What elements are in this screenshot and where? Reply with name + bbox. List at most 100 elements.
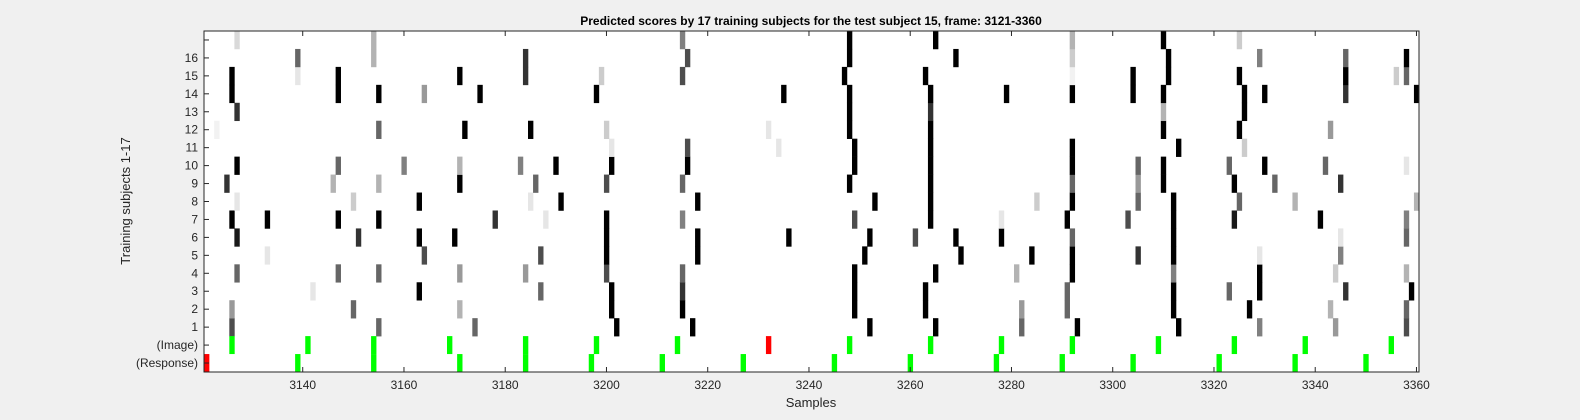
marker-green	[1155, 336, 1162, 355]
heatmap-cell	[1257, 282, 1263, 301]
marker-green	[998, 336, 1005, 355]
heatmap-cell	[603, 228, 610, 247]
heatmap-cell	[421, 84, 428, 104]
heatmap-cell	[371, 48, 377, 68]
heatmap-cell	[846, 174, 853, 193]
heatmap-cell	[234, 156, 240, 175]
heatmap-cell	[846, 48, 853, 68]
marker-green	[295, 354, 301, 372]
heatmap-cell	[229, 300, 235, 319]
heatmap-cell	[335, 66, 341, 86]
heatmap-cell	[335, 156, 341, 175]
chart-title: Predicted scores by 17 training subjects…	[580, 14, 1042, 28]
heatmap-cell	[528, 192, 534, 211]
heatmap-cell	[679, 282, 686, 301]
heatmap-cell	[1019, 300, 1025, 319]
marker-green	[1069, 336, 1076, 355]
heatmap-cell	[695, 228, 701, 247]
heatmap-cell	[846, 84, 853, 104]
heatmap-cell	[1332, 318, 1339, 337]
y-tick-label: 16	[185, 51, 199, 65]
heatmap-cell	[603, 174, 610, 193]
heatmap-cell	[603, 246, 610, 265]
heatmap-cell	[927, 156, 934, 175]
heatmap-cell	[598, 66, 605, 86]
heatmap-cell	[416, 228, 422, 247]
y-tick-label: 14	[185, 87, 199, 101]
marker-green	[1059, 354, 1065, 372]
heatmap-cell	[1231, 174, 1238, 193]
heatmap-cell	[695, 246, 701, 265]
marker-green	[447, 336, 453, 355]
heatmap-cell	[350, 192, 357, 211]
y-tick-label: 5	[191, 248, 198, 262]
heatmap-cell	[1403, 318, 1410, 337]
heatmap-cell	[776, 138, 782, 157]
heatmap-cell	[517, 156, 524, 175]
heatmap-cell	[457, 300, 463, 319]
heatmap-cell	[927, 138, 934, 157]
heatmap-cell	[229, 210, 235, 229]
marker-green	[659, 354, 665, 372]
marker-green	[907, 354, 914, 372]
heatmap-cell	[1327, 300, 1334, 319]
heatmap-cell	[852, 264, 858, 283]
heatmap-cell	[224, 174, 230, 193]
y-tick-label: 9	[191, 177, 198, 191]
heatmap-cell	[1069, 84, 1076, 104]
heatmap-cell	[492, 210, 498, 229]
heatmap-cell	[1130, 84, 1136, 104]
x-tick-label: 3360	[1403, 378, 1430, 392]
heatmap-cell	[457, 264, 463, 283]
heatmap-cell	[416, 192, 422, 211]
heatmap-cell	[1160, 84, 1167, 104]
heatmap-cell	[1074, 318, 1081, 337]
y-tick-label: 13	[185, 105, 199, 119]
heatmap-cell	[998, 210, 1005, 229]
heatmap-cell	[310, 282, 316, 301]
heatmap-cell	[1069, 156, 1076, 175]
heatmap-cell	[609, 282, 615, 301]
heatmap-cell	[1160, 156, 1167, 175]
heatmap-cell	[1003, 84, 1010, 104]
heatmap-cell	[264, 210, 271, 229]
heatmap-cell	[214, 120, 220, 139]
marker-green	[229, 336, 235, 355]
x-tick-label: 3180	[492, 378, 519, 392]
heatmap-cell	[416, 282, 422, 301]
heatmap-cell	[927, 102, 934, 122]
heatmap-cell	[477, 84, 483, 104]
x-tick-label: 3140	[289, 378, 316, 392]
heatmap-cell	[1292, 192, 1298, 211]
heatmap-cell	[335, 264, 341, 283]
marker-green	[674, 336, 681, 355]
heatmap-cell	[841, 66, 848, 86]
heatmap-cell	[376, 210, 382, 229]
heatmap-cell	[1226, 156, 1232, 175]
y-tick-label: 10	[185, 159, 199, 173]
heatmap-cell	[1241, 102, 1248, 122]
heatmap-cell	[872, 192, 878, 211]
heatmap-cell	[1413, 192, 1420, 211]
heatmap-cell	[1236, 31, 1243, 50]
heatmap-cell	[1135, 246, 1141, 265]
heatmap-cell	[1241, 138, 1248, 157]
heatmap-cell	[922, 282, 929, 301]
cells-layer	[204, 31, 1420, 372]
marker-green	[1388, 336, 1394, 355]
heatmap-cell	[538, 282, 544, 301]
y-tick-label: 6	[191, 230, 198, 244]
heatmap-cell	[679, 264, 686, 283]
heatmap-cell	[522, 66, 529, 86]
heatmap-cell	[1403, 228, 1410, 247]
heatmap-cell	[953, 48, 959, 68]
y-tick-label: 7	[191, 212, 198, 226]
heatmap-cell	[1069, 246, 1076, 265]
heatmap-cell	[1069, 66, 1076, 86]
marker-green	[371, 354, 377, 372]
heatmap-cell	[1069, 192, 1076, 211]
heatmap-cell	[933, 318, 939, 337]
heatmap-cell	[1170, 192, 1177, 211]
heatmap-cell	[846, 31, 853, 50]
y-tick-label: 1	[191, 320, 198, 334]
